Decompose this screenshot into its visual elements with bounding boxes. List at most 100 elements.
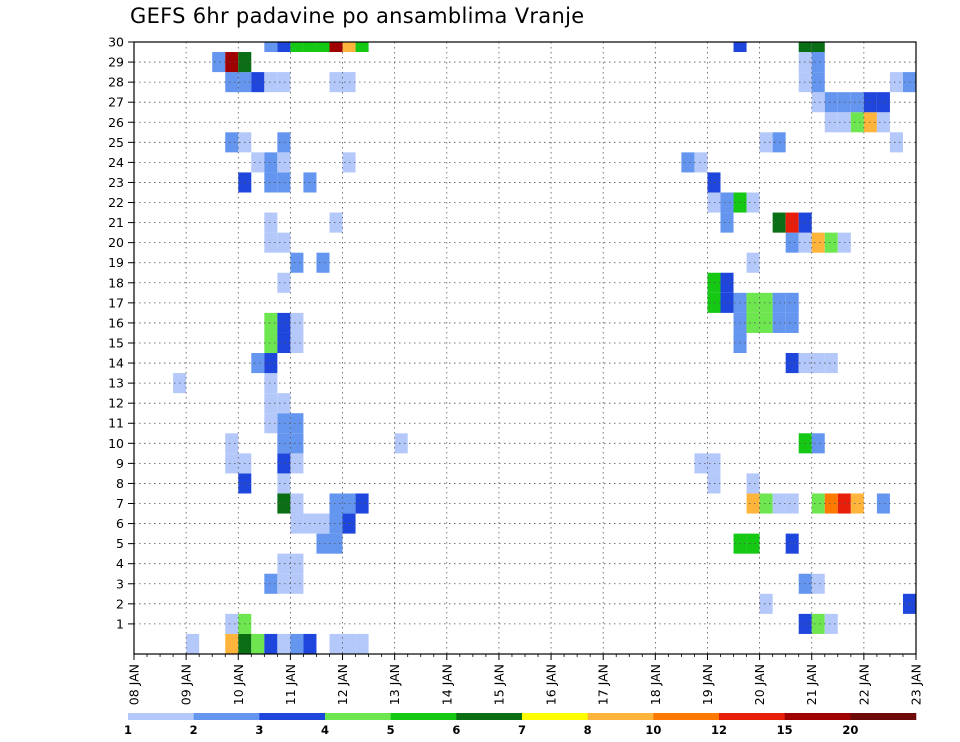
precip-cell [329, 493, 343, 514]
precip-cell [264, 42, 278, 53]
legend-swatch [128, 713, 194, 720]
precip-cell [264, 172, 278, 193]
precip-cell [329, 72, 343, 93]
precip-cell [212, 52, 226, 73]
x-axis: 08 JAN 09 JAN 10 JAN 11 JAN 12 JAN 13 JAN 14 J… [127, 654, 924, 705]
x-tick-label: 18 JAN [648, 664, 663, 705]
x-tick-label: 22 JAN [856, 664, 871, 705]
precip-cell [264, 312, 278, 333]
legend-swatch [587, 713, 654, 720]
precip-cell [811, 433, 825, 454]
precip-cell [707, 272, 721, 293]
precip-cell [681, 152, 695, 173]
precip-cell [264, 413, 278, 434]
y-tick-label: 6 [116, 516, 124, 531]
precip-cell [759, 132, 773, 153]
precip-cell [785, 493, 799, 514]
precip-cell [811, 493, 825, 514]
precip-cell [277, 413, 291, 434]
precip-cell [264, 393, 278, 414]
precip-cell [707, 192, 721, 213]
y-tick-label: 16 [108, 315, 124, 330]
y-tick-label: 5 [116, 536, 124, 551]
precip-cell [277, 232, 291, 253]
precip-cell [329, 633, 343, 654]
precip-cell [251, 72, 265, 93]
precip-cell [290, 252, 304, 273]
precip-cell [733, 42, 747, 53]
precip-cell [329, 513, 343, 534]
precip-cell [277, 393, 291, 414]
legend-label: 2 [190, 723, 198, 737]
precip-cell [290, 42, 304, 53]
precip-cell [264, 633, 278, 654]
precip-cell [277, 272, 291, 293]
precip-cell [811, 353, 825, 374]
y-tick-label: 22 [108, 195, 124, 210]
precip-cell [264, 353, 278, 374]
legend-label: 15 [777, 723, 793, 737]
precip-cell [277, 573, 291, 594]
precip-cell [316, 252, 330, 273]
precip-cell [355, 493, 369, 514]
x-tick-label: 17 JAN [596, 664, 611, 705]
x-tick-label: 16 JAN [544, 664, 559, 705]
precip-cell [303, 42, 317, 53]
precip-cell [785, 232, 799, 253]
precip-cell [277, 473, 291, 494]
precip-cell [316, 42, 330, 53]
precip-cell [329, 533, 343, 554]
precip-cell [811, 573, 825, 594]
precip-cell [290, 493, 304, 514]
precip-cell [238, 633, 252, 654]
precip-cell [824, 493, 838, 514]
legend-label: 7 [518, 723, 526, 737]
precip-cell [876, 112, 890, 133]
legend-swatch [325, 713, 391, 720]
precip-cell [824, 112, 838, 133]
legend-swatch [259, 713, 326, 720]
precip-cell [277, 553, 291, 574]
y-tick-label: 1 [116, 616, 124, 631]
precip-cell [811, 52, 825, 73]
precip-cell [759, 593, 773, 614]
y-tick-label: 29 [108, 55, 124, 70]
y-tick-label: 3 [116, 576, 124, 591]
legend-label: 6 [452, 723, 460, 737]
precip-cell [277, 72, 291, 93]
x-tick-label: 09 JAN [179, 664, 194, 705]
precip-cell [746, 533, 760, 554]
precip-cell [277, 42, 291, 53]
legend-label: 8 [584, 723, 592, 737]
precip-cell [707, 453, 721, 474]
precip-cell [225, 433, 239, 454]
y-tick-label: 12 [108, 396, 124, 411]
precip-cell [342, 42, 356, 53]
precip-cell [225, 633, 239, 654]
precip-cell [290, 553, 304, 574]
precip-cell [277, 132, 291, 153]
y-tick-label: 17 [108, 295, 124, 310]
legend-swatch [653, 713, 720, 720]
precip-cell [785, 533, 799, 554]
legend-label: 12 [711, 723, 727, 737]
precip-cell [290, 513, 304, 534]
precip-cell [785, 212, 799, 233]
precip-cell [850, 92, 864, 113]
precip-cell [720, 272, 734, 293]
precip-cell [824, 232, 838, 253]
legend-swatch [456, 713, 523, 720]
precip-cell [316, 513, 330, 534]
precip-cell [251, 633, 265, 654]
y-tick-label: 18 [108, 275, 124, 290]
precip-cell [264, 72, 278, 93]
precip-cell [342, 633, 356, 654]
precip-cell [707, 473, 721, 494]
precip-cell [264, 332, 278, 354]
precip-cell [746, 192, 760, 213]
precip-cell [277, 453, 291, 474]
precip-cell [759, 312, 773, 333]
legend-swatch [719, 713, 785, 720]
legend-swatch [390, 713, 457, 720]
